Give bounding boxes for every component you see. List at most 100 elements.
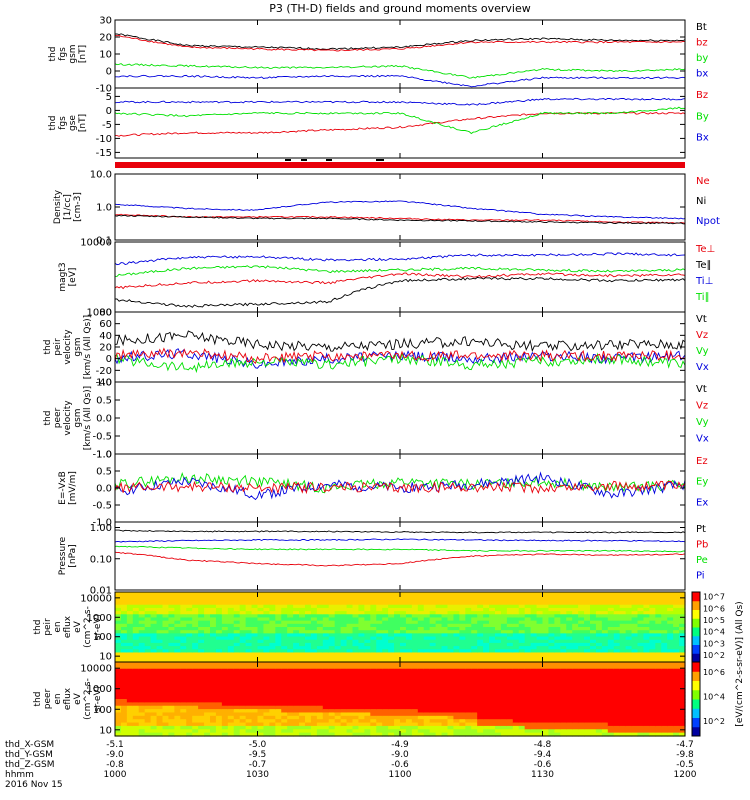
heatmap-cell: [512, 705, 520, 710]
heatmap-cell: [423, 592, 431, 596]
heatmap-cell: [126, 662, 134, 666]
heatmap-cell: [299, 658, 306, 663]
heatmap-cell: [210, 712, 217, 717]
ylabel-line: thd: [43, 411, 53, 426]
heatmap-cell: [293, 678, 300, 683]
heatmap-cell: [607, 633, 615, 638]
heatmap-cell: [299, 633, 306, 638]
series-fgs_gsm-0: [114, 33, 686, 51]
heatmap-cell: [530, 642, 538, 647]
heatmap-cell: [483, 627, 490, 631]
heatmap-cell: [400, 617, 407, 622]
heatmap-cell: [358, 595, 365, 599]
heatmap-cell: [500, 649, 508, 654]
ylabel-line: gsm: [73, 408, 83, 427]
heatmap-cell: [417, 642, 425, 647]
heatmap-cell: [548, 675, 555, 680]
heatmap-cell: [346, 699, 354, 703]
heatmap-cell: [489, 642, 496, 647]
heatmap-cell: [162, 685, 170, 690]
heatmap-cell: [435, 722, 443, 727]
heatmap-cell: [435, 601, 443, 606]
heatmap-cell: [590, 592, 597, 596]
heatmap-cell: [453, 685, 460, 690]
heatmap-cell: [560, 604, 567, 609]
heatmap-cell: [548, 665, 555, 670]
heatmap-cell: [251, 692, 259, 697]
heatmap-cell: [631, 722, 639, 727]
heatmap-cell: [483, 652, 490, 657]
heatmap-cell: [495, 595, 502, 599]
heatmap-cell: [334, 672, 342, 677]
heatmap-cell: [352, 655, 360, 660]
heatmap-cell: [471, 639, 478, 644]
heatmap-cell: [661, 601, 668, 606]
heatmap-cell: [471, 665, 478, 670]
heatmap-cell: [198, 658, 205, 663]
heatmap-cell: [132, 729, 140, 734]
heatmap-cell: [447, 646, 455, 650]
heatmap-cell: [382, 652, 389, 657]
heatmap-cell: [263, 709, 270, 714]
heatmap-cell: [382, 595, 389, 599]
heatmap-cell: [584, 715, 591, 720]
heatmap-cell: [245, 732, 253, 737]
heatmap-cell: [239, 695, 247, 700]
heatmap-cell: [233, 646, 241, 650]
heatmap-cell: [506, 685, 514, 690]
heatmap-cell: [607, 695, 615, 700]
heatmap-cell: [156, 623, 164, 628]
series-peir_velocity-2: [114, 352, 686, 374]
series-temperature-2: [114, 272, 686, 290]
heatmap-cell: [376, 623, 383, 628]
heatmap-cell: [126, 604, 134, 609]
heatmap-cell: [293, 729, 300, 734]
heatmap-cell: [500, 595, 508, 599]
heatmap-cell: [352, 604, 360, 609]
heatmap-cell: [495, 678, 502, 683]
heatmap-cell: [227, 658, 235, 663]
heatmap-cell: [590, 702, 597, 707]
heatmap-cell: [233, 682, 241, 687]
heatmap-cell: [227, 665, 235, 670]
heatmap-cell: [489, 636, 496, 641]
heatmap-cell: [168, 595, 175, 599]
heatmap-cell: [595, 646, 603, 650]
heatmap-cell: [174, 662, 181, 666]
heatmap-cell: [388, 652, 395, 657]
heatmap-cell: [566, 639, 573, 644]
heatmap-cell: [192, 665, 199, 670]
heatmap-cell: [500, 630, 508, 634]
heatmap-cell: [441, 604, 449, 609]
heatmap-cell: [453, 642, 460, 647]
heatmap-cell: [364, 702, 371, 707]
heatmap-cell: [352, 601, 360, 606]
heatmap-cell: [245, 607, 253, 612]
heatmap-cell: [554, 692, 561, 697]
colorbar-swatch: [692, 680, 700, 691]
heatmap-cell: [566, 699, 573, 703]
heatmap-cell: [180, 627, 187, 631]
xaxis-row-label: hhmm: [5, 770, 34, 780]
heatmap-cell: [554, 699, 561, 703]
heatmap-cell: [489, 639, 496, 644]
heatmap-cell: [512, 682, 520, 687]
heatmap-cell: [411, 725, 419, 730]
heatmap-cell: [667, 620, 674, 625]
heatmap-cell: [358, 732, 365, 737]
heatmap-cell: [310, 729, 318, 734]
heatmap-cell: [310, 642, 318, 647]
heatmap-cell: [364, 705, 371, 710]
ytick-label: 40: [99, 331, 112, 342]
heatmap-cell: [215, 627, 223, 631]
heatmap-cell: [210, 699, 217, 703]
heatmap-cell: [281, 729, 288, 734]
heatmap-cell: [144, 630, 152, 634]
heatmap-cell: [370, 719, 377, 724]
heatmap-cell: [257, 604, 265, 609]
heatmap-cell: [316, 592, 324, 596]
heatmap-cell: [643, 646, 650, 650]
heatmap-cell: [382, 695, 389, 700]
heatmap-cell: [601, 709, 609, 714]
heatmap-cell: [352, 732, 360, 737]
